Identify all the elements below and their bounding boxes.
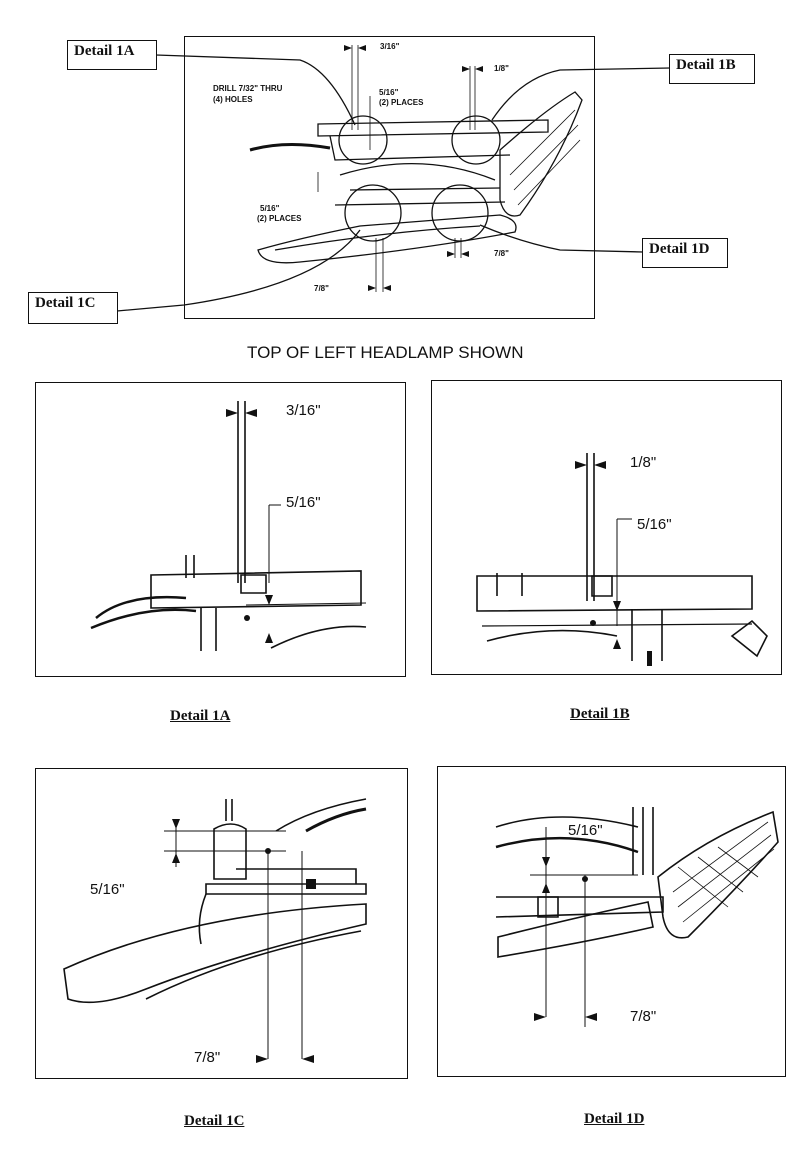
detail-1b-dim-5-16: 5/16" <box>637 516 672 533</box>
detail-1d-dim-5-16: 5/16" <box>568 822 603 839</box>
overview-dim-7-8-c: 7/8" <box>314 284 329 293</box>
callout-detail-1a: Detail 1A <box>67 40 157 70</box>
overview-places-low-line2: (2) PLACES <box>257 214 302 223</box>
detail-1c-dim-5-16: 5/16" <box>90 881 125 898</box>
detail-1b-caption: Detail 1B <box>570 706 630 722</box>
detail-1a-frame: 3/16" 5/16" <box>35 382 406 677</box>
detail-1a-dim-5-16: 5/16" <box>286 494 321 511</box>
detail-1a-caption: Detail 1A <box>170 708 231 724</box>
detail-1b-frame: 1/8" 5/16" <box>431 380 782 675</box>
callout-detail-1b: Detail 1B <box>669 54 755 84</box>
overview-drill-note-line2: (4) HOLES <box>213 95 253 104</box>
callout-detail-1d: Detail 1D <box>642 238 728 268</box>
overview-dim-3-16: 3/16" <box>380 42 400 51</box>
detail-1b-dim-1-8: 1/8" <box>630 454 657 471</box>
detail-1c-drawing <box>63 798 367 1063</box>
overview-drill-note-line1: DRILL 7/32" THRU <box>213 84 283 93</box>
callout-detail-1c: Detail 1C <box>28 292 118 324</box>
overview-places-low-line1: 5/16" <box>260 204 280 213</box>
detail-1a-drawing <box>90 401 367 651</box>
detail-1c-frame: 5/16" 7/8" <box>35 768 408 1079</box>
detail-1c-dim-7-8: 7/8" <box>194 1049 221 1066</box>
detail-1c-caption: Detail 1C <box>184 1113 245 1129</box>
page-title: TOP OF LEFT HEADLAMP SHOWN <box>247 343 524 362</box>
overview-places-top-line1: 5/16" <box>379 88 399 97</box>
overview-dim-1-8: 1/8" <box>494 64 509 73</box>
detail-1d-dim-7-8: 7/8" <box>630 1008 657 1025</box>
detail-1a-dim-3-16: 3/16" <box>286 402 321 419</box>
overview-places-top-line2: (2) PLACES <box>379 98 424 107</box>
detail-1d-frame: 5/16" 7/8" <box>437 766 786 1077</box>
overview-dim-7-8-d: 7/8" <box>494 249 509 258</box>
detail-1b-drawing <box>476 453 768 666</box>
detail-1d-drawing <box>495 807 779 1027</box>
detail-1d-caption: Detail 1D <box>584 1111 645 1127</box>
